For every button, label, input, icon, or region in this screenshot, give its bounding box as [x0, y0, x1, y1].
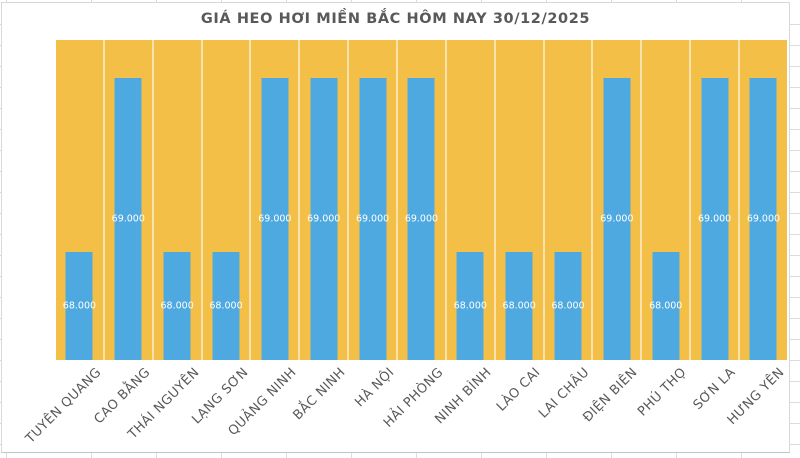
bar-value-label: 68.000	[502, 300, 536, 312]
bar: 68.000	[160, 252, 194, 360]
bar-value-label: 69.000	[404, 213, 439, 225]
bar: 68.000	[649, 252, 683, 360]
bar: 68.000	[453, 252, 487, 360]
category-slot: 69.000	[104, 40, 152, 360]
bar-value-label: 69.000	[307, 213, 341, 225]
chart-title: GIÁ HEO HƠI MIỀN BẮC HÔM NAY 30/12/2025	[200, 11, 591, 27]
category-slot: 68.000	[544, 40, 592, 360]
bar-value-label: 68.000	[160, 300, 194, 312]
bar-value-label: 69.000	[355, 213, 390, 225]
category-slot: 68.000	[642, 40, 690, 360]
category-slot: 69.000	[740, 40, 787, 360]
category-slot: 69.000	[691, 40, 739, 360]
bar: 69.000	[258, 78, 292, 360]
bar: 68.000	[551, 252, 585, 360]
bar: 69.000	[111, 78, 145, 360]
category-slot: 69.000	[398, 40, 445, 360]
x-axis-label: LÀO CAI	[493, 365, 544, 415]
bar-value-label: 69.000	[111, 213, 145, 225]
bar: 69.000	[600, 78, 634, 360]
category-slot: 69.000	[593, 40, 641, 360]
bar-value-label: 68.000	[551, 300, 585, 312]
category-slot: 68.000	[202, 40, 250, 360]
category-slot: 68.000	[153, 40, 201, 360]
category-slot: 69.000	[251, 40, 299, 360]
x-axis-label: HÀ NỘI	[352, 365, 398, 411]
category-slot: 69.000	[349, 40, 397, 360]
bar: 69.000	[697, 78, 732, 360]
bar-value-label: 68.000	[62, 300, 97, 312]
category-slot: 68.000	[446, 40, 494, 360]
bar: 69.000	[746, 78, 781, 360]
bar: 68.000	[209, 252, 243, 360]
bar-value-label: 68.000	[649, 300, 683, 312]
bar-value-label: 69.000	[746, 213, 781, 225]
bar: 68.000	[502, 252, 536, 360]
bar-value-label: 68.000	[209, 300, 243, 312]
bar-value-label: 69.000	[258, 213, 292, 225]
bar-value-label: 69.000	[600, 213, 634, 225]
bar-value-label: 68.000	[453, 300, 487, 312]
x-axis-label: SƠN LA	[690, 365, 739, 413]
category-slot: 68.000	[495, 40, 543, 360]
chart-area[interactable]: GIÁ HEO HƠI MIỀN BẮC HÔM NAY 30/12/2025 …	[1, 2, 790, 453]
bar: 68.000	[62, 252, 97, 360]
bar: 69.000	[404, 78, 439, 360]
plot-area: 68.000 69.000 68.000 68.000 69.000 69.000 69.0…	[56, 40, 787, 360]
x-axis-label: TUYÊN QUANG	[23, 365, 105, 447]
x-axis-label: PHÚ THỌ	[635, 365, 690, 420]
category-slot: 69.000	[300, 40, 348, 360]
bar: 69.000	[307, 78, 341, 360]
bar-value-label: 69.000	[697, 213, 732, 225]
bar: 69.000	[355, 78, 390, 360]
category-slot: 68.000	[56, 40, 103, 360]
